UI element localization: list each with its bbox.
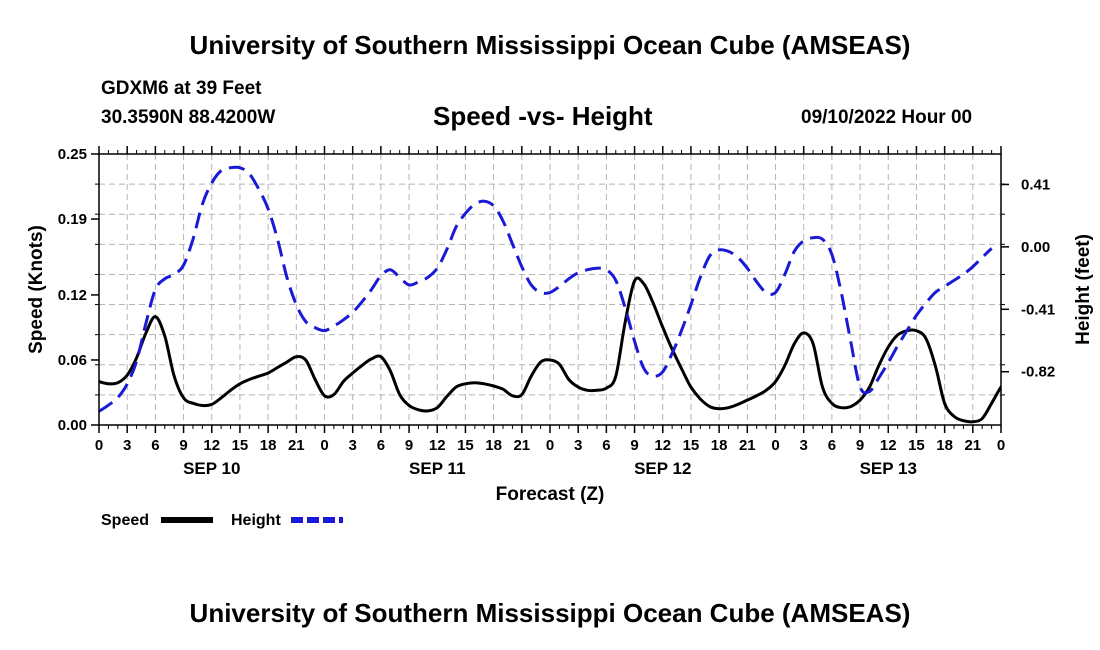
series-line-speed: [99, 276, 1001, 424]
x-tick-label: 15: [457, 437, 474, 454]
axes: 0 3 6 9 12 15 18 21 0 3 6 9 12 15 18 21 0 3 6 9 12 15 18 21 0 3 6 9…: [58, 146, 1055, 478]
x-tick-label: 0: [546, 437, 554, 454]
y2-axis-label: Height (feet): [1073, 234, 1094, 345]
x-tick-label: 12: [203, 437, 220, 454]
x-tick-label: 15: [232, 437, 249, 454]
x-tick-label: 6: [151, 437, 159, 454]
legend-label-speed: Speed: [101, 512, 149, 529]
y2-tick-label: 0.00: [1021, 239, 1050, 256]
x-tick-label: 3: [123, 437, 131, 454]
y2-tick-label: 0.41: [1021, 176, 1050, 193]
coordinates-label: 30.3590N 88.4200W: [101, 107, 276, 128]
y-tick-label: 0.19: [58, 211, 87, 228]
x-tick-label: 18: [711, 437, 728, 454]
x-tick-label: 0: [95, 437, 103, 454]
day-label: SEP 12: [634, 459, 691, 478]
x-tick-label: 15: [683, 437, 700, 454]
station-label: GDXM6 at 39 Feet: [101, 78, 262, 99]
y-tick-label: 0.12: [58, 287, 87, 304]
x-tick-label: 9: [405, 437, 413, 454]
x-tick-label: 12: [429, 437, 446, 454]
legend-label-height: Height: [231, 512, 281, 529]
x-tick-label: 3: [349, 437, 357, 454]
x-tick-label: 9: [179, 437, 187, 454]
x-tick-label: 18: [485, 437, 502, 454]
x-tick-label: 3: [800, 437, 808, 454]
x-tick-label: 9: [630, 437, 638, 454]
series-line-height: [99, 165, 993, 413]
grid: [99, 154, 1001, 425]
footer-title: University of Southern Mississippi Ocean…: [189, 598, 911, 628]
x-tick-label: 15: [908, 437, 925, 454]
x-tick-label: 0: [997, 437, 1005, 454]
x-tick-label: 21: [964, 437, 981, 454]
x-tick-label: 18: [260, 437, 277, 454]
x-tick-label: 6: [377, 437, 385, 454]
day-label: SEP 11: [409, 459, 465, 478]
x-tick-label: 6: [602, 437, 610, 454]
x-tick-label: 6: [828, 437, 836, 454]
y2-tick-label: -0.41: [1021, 301, 1055, 318]
y-tick-label: 0.25: [58, 146, 87, 163]
x-tick-label: 12: [880, 437, 897, 454]
legend: Speed Height: [101, 512, 343, 529]
x-tick-label: 18: [936, 437, 953, 454]
x-tick-label: 21: [739, 437, 756, 454]
chart-title: University of Southern Mississippi Ocean…: [189, 30, 911, 60]
x-axis-label: Forecast (Z): [496, 484, 605, 505]
x-tick-label: 9: [856, 437, 864, 454]
x-tick-label: 3: [574, 437, 582, 454]
y-axis-label: Speed (Knots): [26, 225, 47, 354]
series-layer: [99, 165, 1001, 424]
y-tick-label: 0.00: [58, 417, 87, 434]
y2-tick-label: -0.82: [1021, 364, 1055, 381]
day-label: SEP 13: [860, 459, 917, 478]
x-tick-label: 21: [288, 437, 305, 454]
forecast-datetime: 09/10/2022 Hour 00: [801, 107, 973, 128]
y-tick-label: 0.06: [58, 352, 87, 369]
x-tick-label: 21: [513, 437, 530, 454]
day-label: SEP 10: [183, 459, 240, 478]
x-tick-label: 0: [771, 437, 779, 454]
x-tick-label: 0: [320, 437, 328, 454]
x-tick-label: 12: [654, 437, 671, 454]
chart-subtitle: Speed -vs- Height: [433, 101, 653, 131]
